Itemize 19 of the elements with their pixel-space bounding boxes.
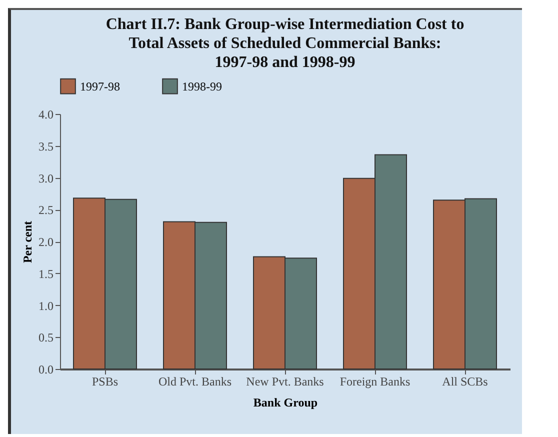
y-tick-label: 2.5	[38, 203, 54, 218]
y-tick-label: 1.0	[38, 298, 54, 313]
legend-label: 1998-99	[182, 79, 222, 94]
y-tick-label: 1.5	[38, 266, 54, 281]
y-axis-title: Per cent	[20, 220, 34, 264]
x-tick-label: PSBs	[92, 374, 118, 388]
y-tick-label: 0.5	[38, 330, 54, 345]
y-tick-label: 2.0	[38, 235, 54, 249]
x-axis-title: Bank Group	[253, 396, 318, 410]
x-tick-label: Old Pvt. Banks	[158, 374, 232, 388]
y-tick-label: 4.0	[38, 108, 54, 122]
x-tick-label: New Pvt. Banks	[246, 374, 324, 388]
y-tick-label: 3.5	[38, 139, 54, 154]
y-tick-label: 0.0	[38, 362, 54, 376]
legend-label: 1997-98	[80, 79, 120, 94]
chart-title: Chart II.7: Bank Group-wise Intermediation Cost to Total Assets of Scheduled Commercial Banks: 1997-98 and 1998-99	[106, 16, 464, 71]
x-tick-label: All SCBs	[442, 374, 488, 388]
x-tick-label: Foreign Banks	[340, 374, 410, 388]
y-tick-label: 3.0	[38, 171, 54, 186]
